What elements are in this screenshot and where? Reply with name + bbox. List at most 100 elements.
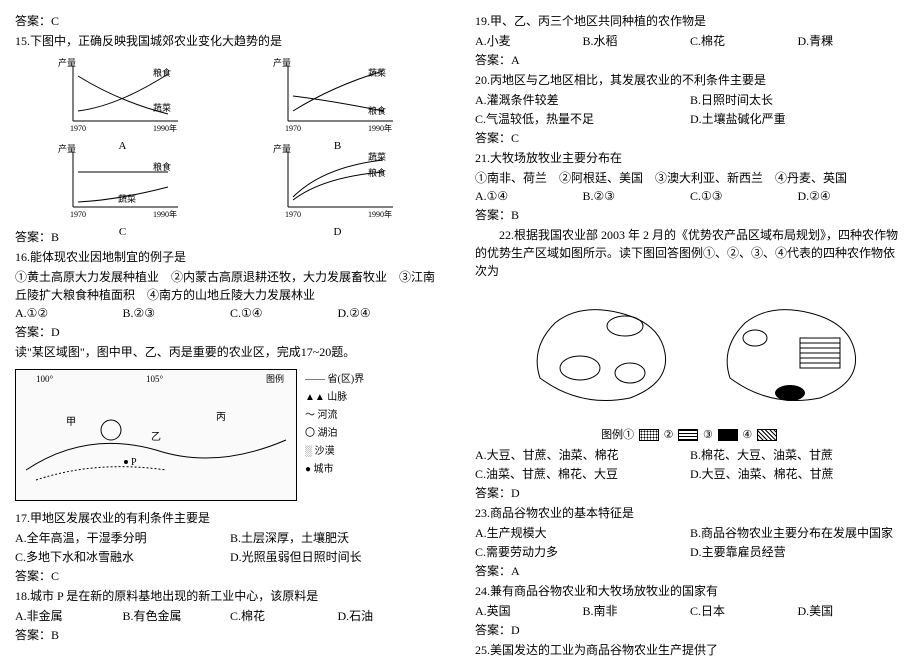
china-map-2 [700,288,870,418]
question-18: 18.城市 P 是在新的原料基地出现的新工业中心，该原料是 [15,587,445,605]
intro-17-20: 读"某区域图"，图中甲、乙、丙是重要的农业区，完成17~20题。 [15,343,445,361]
question-21-items: ①南非、荷兰 ②阿根廷、美国 ③澳大利亚、新西兰 ④丹麦、英国 [475,169,905,187]
opt: A.灌溉条件较差 [475,91,690,108]
legend-item: ～ 河流 [305,407,364,425]
question-21: 21.大牧场放牧业主要分布在 [475,149,905,167]
chart-b: 产量 蔬菜 粮食 1970 1990年 B [273,56,403,136]
answer-22: 答案：D [475,484,905,502]
svg-text:产量: 产量 [273,57,291,68]
legend-icon [718,429,738,441]
svg-text:丙: 丙 [216,412,226,423]
question-21-options: A.①④ B.②③ C.①③ D.②④ [475,189,905,204]
svg-text:蔬菜: 蔬菜 [118,193,136,204]
answer-18: 答案：B [15,626,445,644]
svg-text:蔬菜: 蔬菜 [368,151,386,162]
opt: D.青稞 [798,32,906,49]
opt: B.南非 [583,602,691,619]
opt: B.土层深厚，土壤肥沃 [230,529,445,546]
legend-icon [678,429,698,441]
svg-text:乙: 乙 [151,431,161,443]
svg-text:蔬菜: 蔬菜 [368,67,386,78]
opt: A.①② [15,306,123,321]
opt: B.②③ [583,189,691,204]
svg-text:甲: 甲 [66,417,76,428]
opt: A.生产规模大 [475,524,690,541]
opt: C.棉花 [230,607,338,624]
opt: D.②④ [798,189,906,204]
opt: B.水稻 [583,32,691,49]
opt: D.美国 [798,602,906,619]
question-20-options: A.灌溉条件较差 B.日照时间太长 [475,91,905,108]
answer-19: 答案：A [475,51,905,69]
question-23-options: A.生产规模大 B.商品谷物农业主要分布在发展中国家 [475,524,905,541]
question-19-options: A.小麦 B.水稻 C.棉花 D.青稞 [475,32,905,49]
opt: A.①④ [475,189,583,204]
svg-text:1970: 1970 [285,124,301,133]
opt: C.棉花 [690,32,798,49]
opt: C.油菜、甘蔗、棉花、大豆 [475,465,690,482]
chart-label-d: D [273,226,403,238]
question-24-options: A.英国 B.南非 C.日本 D.美国 [475,602,905,619]
china-maps [475,288,905,418]
opt: D.光照虽弱但日照时间长 [230,548,445,565]
china-map-1 [510,288,680,418]
svg-text:粮食: 粮食 [153,67,171,78]
opt: C.多地下水和冰雪融水 [15,548,230,565]
opt: D.②④ [338,306,446,321]
opt: B.日照时间太长 [690,91,905,108]
svg-text:100°: 100° [36,374,54,384]
question-17-options: A.全年高温，干湿季分明 B.土层深厚，土壤肥沃 [15,529,445,546]
question-23-options-2: C.需要劳动力多 D.主要靠雇员经营 [475,543,905,560]
answer-16: 答案：D [15,323,445,341]
chart-c: 产量 粮食 蔬菜 1970 1990年 C [58,142,188,222]
region-map: 100° 105° 图例 甲 乙 丙 P [15,369,297,501]
answer-23: 答案：A [475,562,905,580]
map-legend: —— 省(区)界 ▲▲ 山脉 ～ 河流 〇 湖泊 ░ 沙漠 ● 城市 [297,363,364,507]
chart-row-2: 产量 粮食 蔬菜 1970 1990年 C 产量 蔬菜 [15,142,445,222]
opt: A.非金属 [15,607,123,624]
svg-text:1970: 1970 [70,124,86,133]
svg-text:1970: 1970 [285,210,301,219]
legend-item: ░ 沙漠 [305,443,364,461]
answer-21: 答案：B [475,206,905,224]
svg-text:105°: 105° [146,374,164,384]
opt: D.石油 [338,607,446,624]
question-25: 25.美国发达的工业为商品谷物农业生产提供了 [475,641,905,659]
legend-icon [639,429,659,441]
opt: A.小麦 [475,32,583,49]
opt: B.棉花、大豆、油菜、甘蔗 [690,446,905,463]
legend-icon [757,429,777,441]
answer-24: 答案：D [475,621,905,639]
answer-20: 答案：C [475,129,905,147]
opt: A.英国 [475,602,583,619]
chart-label-c: C [58,226,188,238]
svg-text:粮食: 粮食 [368,167,386,178]
left-column: 答案：C 15.下图中，正确反映我国城郊农业变化大趋势的是 产量 粮食 蔬菜 1… [0,0,460,650]
opt: D.主要靠雇员经营 [690,543,905,560]
question-18-options: A.非金属 B.有色金属 C.棉花 D.石油 [15,607,445,624]
question-17: 17.甲地区发展农业的有利条件主要是 [15,509,445,527]
svg-text:粮食: 粮食 [153,161,171,172]
question-19: 19.甲、乙、丙三个地区共同种植的农作物是 [475,12,905,30]
svg-text:P: P [131,457,137,468]
legend-item: 〇 湖泊 [305,425,364,443]
opt: C.①④ [230,306,338,321]
opt: C.日本 [690,602,798,619]
map-legend-line: 图例① ② ③ ④ [475,426,905,442]
question-20-options-2: C.气温较低，热量不足 D.土壤盐碱化严重 [475,110,905,127]
ylabel-text: 产量 [58,57,76,68]
opt: D.土壤盐碱化严重 [690,110,905,127]
question-23: 23.商品谷物农业的基本特征是 [475,504,905,522]
legend-item: ● 城市 [305,461,364,479]
svg-text:图例: 图例 [266,373,284,384]
question-16-items: ①黄土高原大力发展种植业 ②内蒙古高原退耕还牧，大力发展畜牧业 ③江南丘陵扩大粮… [15,268,445,304]
svg-text:蔬菜: 蔬菜 [153,102,171,113]
legend-item: —— 省(区)界 [305,371,364,389]
question-24: 24.兼有商品谷物农业和大牧场放牧业的国家有 [475,582,905,600]
opt: B.②③ [123,306,231,321]
opt: C.①③ [690,189,798,204]
right-column: 19.甲、乙、丙三个地区共同种植的农作物是 A.小麦 B.水稻 C.棉花 D.青… [460,0,920,650]
opt: D.大豆、油菜、棉花、甘蔗 [690,465,905,482]
svg-text:1990年: 1990年 [368,209,392,219]
exam-page: 答案：C 15.下图中，正确反映我国城郊农业变化大趋势的是 产量 粮食 蔬菜 1… [0,0,920,650]
